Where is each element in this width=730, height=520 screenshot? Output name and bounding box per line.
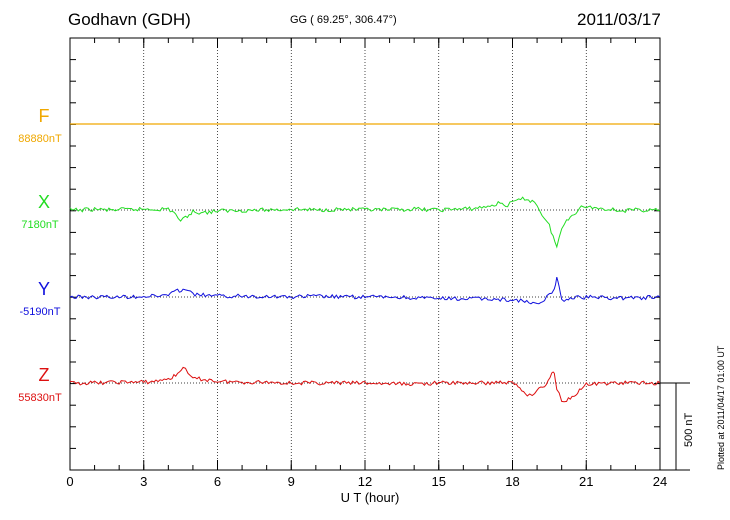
component-baseline-z: 55830nT: [18, 392, 62, 404]
x-tick-label: 3: [140, 474, 147, 489]
plotted-timestamp: Plotted at 2011/04/17 01:00 UT: [716, 345, 726, 470]
component-baseline-x: 7180nT: [21, 219, 59, 231]
x-tick-label: 9: [288, 474, 295, 489]
component-label-y: Y: [38, 279, 50, 299]
x-tick-label: 24: [653, 474, 667, 489]
series-z: [69, 366, 661, 403]
x-tick-label: 12: [358, 474, 372, 489]
x-tick-label: 0: [66, 474, 73, 489]
scale-bar-label: 500 nT: [683, 412, 695, 447]
component-baseline-y: -5190nT: [20, 306, 61, 318]
plot-date: 2011/03/17: [577, 10, 661, 29]
x-axis-label: U T (hour): [340, 490, 400, 505]
series-x: [69, 196, 661, 249]
x-tick-label: 15: [432, 474, 446, 489]
component-label-x: X: [38, 192, 50, 212]
station-coordinates: GG ( 69.25°, 306.47°): [290, 14, 397, 26]
series-y: [69, 276, 661, 305]
component-label-z: Z: [39, 365, 50, 385]
component-baseline-f: 88880nT: [18, 133, 62, 145]
x-tick-label: 21: [579, 474, 593, 489]
component-label-f: F: [39, 106, 50, 126]
x-tick-label: 18: [505, 474, 519, 489]
x-tick-label: 6: [214, 474, 221, 489]
station-title: Godhavn (GDH): [68, 10, 191, 29]
